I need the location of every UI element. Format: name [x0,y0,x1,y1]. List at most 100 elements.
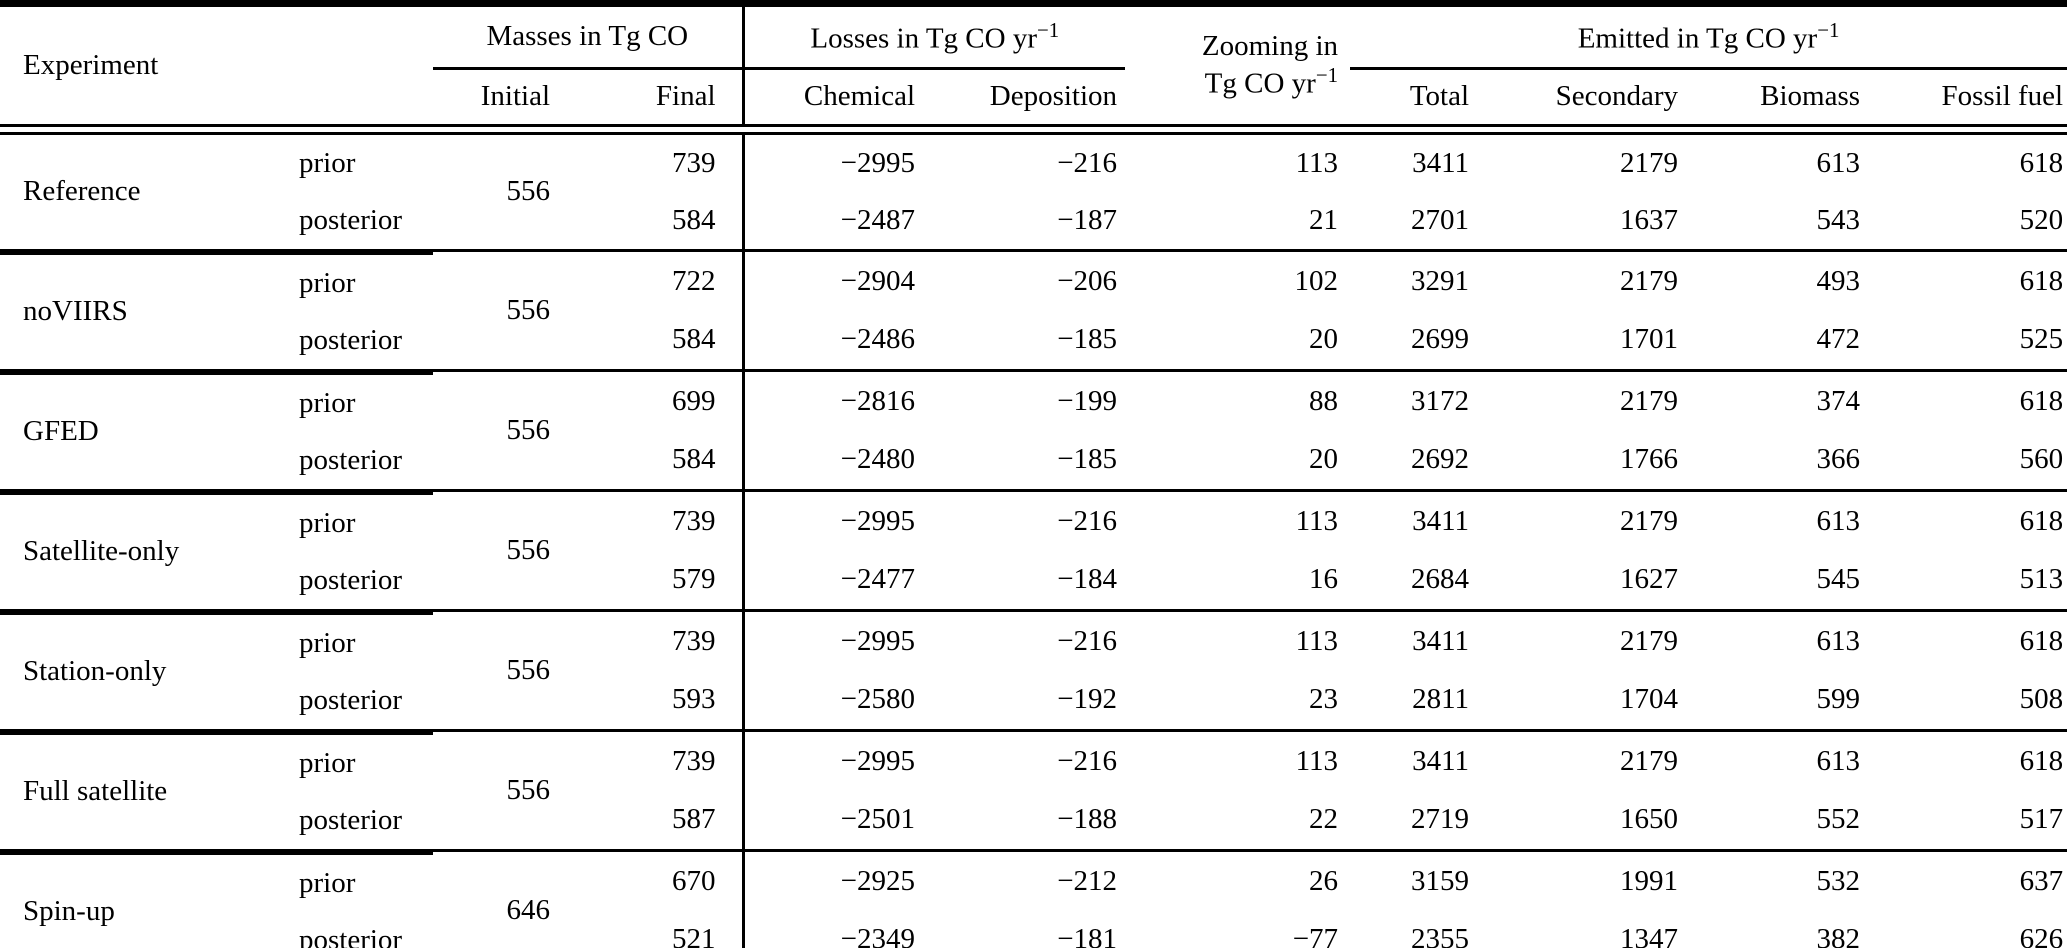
chemical-loss-value: −2487 [741,192,936,251]
chemical-loss-value: −2925 [741,849,936,912]
experiment-name: Satellite-only [0,492,278,609]
secondary-emitted-value: 1766 [1620,443,1679,476]
secondary-emitted-value: 2179 [1475,609,1689,671]
experiment-inner: Station-only prior posterior [0,612,434,729]
deposition-loss-value: −192 [1057,683,1118,716]
state-label-prior: prior [299,507,356,539]
zooming-value: 20 [1309,443,1339,476]
final-mass-value: 584 [672,443,716,476]
chemical-loss-value: −2995 [741,609,936,671]
experiment-group-cell: Satellite-only prior posterior [0,489,434,611]
state-label-posterior: posterior [299,444,403,476]
zooming-value: 113 [1125,609,1351,671]
secondary-emitted-value: 1991 [1475,849,1689,912]
chemical-loss-value: −2816 [741,369,936,431]
table-row-full-satellite-prior: Full satellite prior posterior 556 739 −… [0,729,2067,851]
chemical-loss-value: −2995 [741,489,936,551]
state-label-prior: prior [299,147,356,179]
deposition-loss-value: −216 [935,609,1126,671]
secondary-emitted-value: 1347 [1620,923,1679,948]
zooming-value: 21 [1309,203,1339,236]
zooming-value: 113 [1125,729,1351,791]
experiment-group-cell: GFED prior posterior [0,369,434,491]
deposition-loss-value: −216 [935,489,1126,551]
biomass-emitted-value: 613 [1688,729,1869,791]
total-emitted-value: 2701 [1411,203,1470,236]
state-labels: prior posterior [278,372,434,489]
deposition-loss-value: −185 [1057,323,1118,356]
experiment-inner: Satellite-only prior posterior [0,492,434,609]
initial-mass-value: 556 [433,609,561,731]
state-label-prior: prior [299,627,356,659]
initial-mass-value: 556 [433,729,561,851]
biomass-emitted-value: 599 [1816,683,1861,716]
col-header-zooming-line2-text: Tg CO yr [1204,67,1316,100]
chemical-loss-value: −2486 [741,310,936,371]
state-labels: prior posterior [278,852,434,948]
table-row-spin-up-posterior: 521 −2349 −181 −77 2355 1347 382 626 [0,911,2067,948]
final-mass-value: 739 [560,489,744,551]
total-emitted-value: 2699 [1411,323,1470,356]
secondary-emitted-value: 2179 [1475,729,1689,791]
table-header: Experiment Masses in Tg CO Losses in Tg … [0,3,2067,126]
table-row-satellite-only-prior: Satellite-only prior posterior 556 739 −… [0,489,2067,611]
state-label-posterior: posterior [299,564,403,596]
secondary-emitted-value: 1650 [1620,803,1679,836]
col-header-secondary: Secondary [1555,80,1679,113]
group-header-emitted-sup: −1 [1817,18,1840,42]
secondary-emitted-value: 2179 [1620,146,1679,179]
biomass-emitted-value: 552 [1816,803,1861,836]
state-label-posterior: posterior [299,804,403,836]
chemical-loss-value: −2580 [741,670,936,731]
experiment-inner: GFED prior posterior [0,372,434,489]
state-labels: prior posterior [278,732,434,849]
experiment-name: Reference [23,175,141,208]
table-row-full-satellite-posterior: 587 −2501 −188 22 2719 1650 552 517 [0,790,2067,851]
fossil-fuel-emitted-value: 618 [1868,729,2067,791]
table-row-spin-up-prior: Spin-up prior posterior 646 670 −2925 −2… [0,849,2067,948]
final-mass-value: 579 [672,563,716,596]
final-mass-value: 587 [672,803,716,836]
final-mass-value: 584 [672,203,716,236]
experiment-group-cell: Reference prior posterior [0,134,433,251]
fossil-fuel-emitted-value: 513 [2019,563,2064,596]
table-row-reference-prior: Reference prior posterior 556 739 −2995 … [0,133,2067,236]
zooming-value: 26 [1125,849,1351,912]
chemical-loss-value: −2480 [741,430,936,491]
total-emitted-value: 3411 [1350,729,1476,791]
state-label-posterior: posterior [299,324,403,356]
col-header-final: Final [655,80,716,113]
deposition-loss-value: −199 [935,369,1126,431]
group-header-emitted: Emitted in Tg CO yr−1 [1350,3,2067,70]
deposition-loss-value: −185 [1057,443,1118,476]
fossil-fuel-emitted-value: 560 [2019,443,2064,476]
zooming-value: 16 [1309,563,1339,596]
group-header-losses-text: Losses in Tg CO yr [810,22,1037,55]
double-rule-cell [0,124,2067,135]
col-header-deposition: Deposition [989,80,1118,113]
zooming-value: 22 [1309,803,1339,836]
state-label-prior: prior [299,747,356,779]
fossil-fuel-emitted-value: 637 [1868,849,2067,912]
biomass-emitted-value: 613 [1816,146,1861,179]
group-header-losses-sup: −1 [1037,18,1060,42]
chemical-loss-value: −2501 [741,790,936,851]
state-label-prior: prior [299,267,356,299]
zooming-value: 113 [1295,146,1339,179]
zooming-value: 102 [1125,249,1351,311]
zooming-value: 113 [1125,489,1351,551]
final-mass-value: 593 [672,683,716,716]
group-header-masses: Masses in Tg CO [433,3,744,70]
final-mass-value: 739 [672,146,716,179]
state-label-prior: prior [299,387,356,419]
total-emitted-value: 2811 [1412,683,1470,716]
secondary-emitted-value: 2179 [1475,369,1689,431]
fossil-fuel-emitted-value: 618 [1868,369,2067,431]
experiment-inner: Reference prior posterior [0,135,433,249]
biomass-emitted-value: 543 [1816,203,1861,236]
chemical-loss-value: −2477 [741,550,936,611]
experiment-name: noVIIRS [0,252,278,369]
state-labels: prior posterior [278,135,433,249]
secondary-emitted-value: 1704 [1620,683,1679,716]
